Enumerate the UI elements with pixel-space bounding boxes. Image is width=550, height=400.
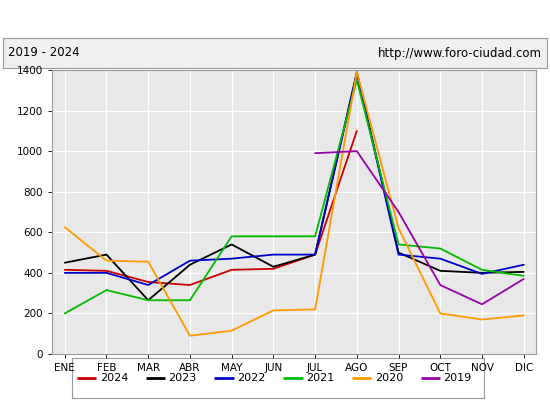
Text: 2022: 2022 bbox=[237, 373, 266, 383]
Text: 2019 - 2024: 2019 - 2024 bbox=[8, 46, 80, 60]
Text: 2024: 2024 bbox=[100, 373, 128, 383]
Text: 2019: 2019 bbox=[443, 373, 472, 383]
Text: Evolucion Nº Turistas Nacionales en el municipio de Lújar: Evolucion Nº Turistas Nacionales en el m… bbox=[65, 11, 485, 27]
Text: 2023: 2023 bbox=[168, 373, 197, 383]
Text: http://www.foro-ciudad.com: http://www.foro-ciudad.com bbox=[378, 46, 542, 60]
Text: 2021: 2021 bbox=[306, 373, 334, 383]
Text: 2020: 2020 bbox=[375, 373, 403, 383]
